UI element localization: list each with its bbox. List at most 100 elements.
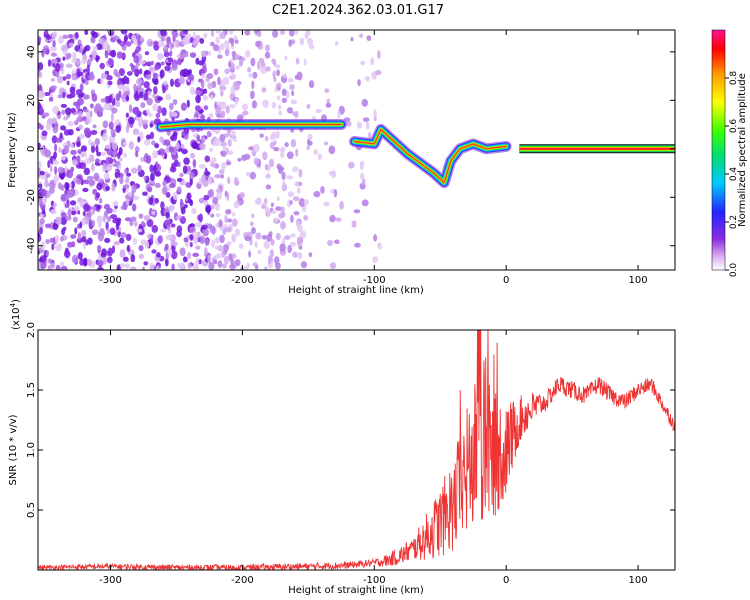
noise-speckle bbox=[124, 168, 128, 174]
noise-speckle bbox=[98, 197, 103, 204]
noise-speckle bbox=[123, 75, 128, 85]
noise-speckle bbox=[202, 94, 208, 101]
noise-speckle bbox=[282, 180, 286, 189]
noise-speckle bbox=[97, 232, 104, 242]
noise-speckle bbox=[82, 116, 87, 121]
noise-speckle bbox=[251, 227, 256, 235]
noise-speckle bbox=[213, 68, 219, 76]
noise-speckle bbox=[92, 45, 98, 51]
noise-speckle bbox=[234, 39, 239, 44]
noise-speckle bbox=[70, 149, 77, 156]
noise-speckle bbox=[48, 258, 53, 264]
noise-speckle bbox=[227, 138, 232, 147]
noise-speckle bbox=[281, 171, 286, 181]
noise-speckle bbox=[143, 92, 149, 101]
noise-speckle bbox=[111, 107, 118, 114]
noise-speckle bbox=[189, 52, 197, 58]
noise-speckle bbox=[361, 199, 369, 207]
noise-speckle bbox=[296, 238, 303, 247]
noise-speckle bbox=[356, 121, 363, 129]
noise-speckle bbox=[65, 73, 72, 80]
noise-speckle bbox=[133, 195, 140, 201]
noise-speckle bbox=[141, 266, 146, 270]
noise-speckle bbox=[284, 142, 289, 148]
noise-speckle bbox=[75, 101, 81, 110]
noise-speckle bbox=[275, 232, 281, 241]
noise-speckle bbox=[180, 261, 185, 270]
noise-speckle bbox=[176, 225, 183, 233]
noise-speckle bbox=[163, 51, 170, 58]
noise-speckle bbox=[70, 234, 77, 239]
noise-speckle bbox=[89, 154, 95, 163]
noise-speckle bbox=[299, 230, 307, 239]
noise-speckle bbox=[335, 217, 342, 222]
noise-speckle bbox=[111, 141, 118, 151]
noise-speckle bbox=[299, 37, 305, 46]
noise-speckle bbox=[76, 59, 81, 65]
noise-speckle bbox=[66, 169, 74, 179]
noise-speckle bbox=[196, 134, 201, 143]
noise-speckle bbox=[224, 255, 229, 265]
noise-speckle bbox=[102, 257, 107, 265]
noise-speckle bbox=[38, 101, 41, 111]
noise-speckle bbox=[315, 108, 323, 114]
colorbar-tick-label: 0.8 bbox=[729, 71, 739, 86]
snr-y-tick-label: 0.5 bbox=[26, 502, 37, 518]
noise-speckle bbox=[51, 31, 57, 39]
noise-speckle bbox=[303, 58, 307, 66]
colorbar-tick-label: 0.2 bbox=[729, 215, 739, 229]
noise-speckle bbox=[262, 99, 269, 108]
noise-speckle bbox=[76, 179, 82, 185]
noise-speckle bbox=[244, 235, 252, 242]
noise-speckle bbox=[42, 112, 50, 117]
noise-speckle bbox=[108, 58, 114, 66]
noise-speckle bbox=[195, 257, 199, 267]
noise-speckle bbox=[376, 50, 381, 59]
noise-speckle bbox=[69, 86, 76, 94]
noise-speckle bbox=[360, 60, 366, 66]
noise-speckle bbox=[308, 80, 315, 89]
noise-speckle bbox=[288, 39, 292, 47]
noise-speckle bbox=[143, 214, 151, 221]
noise-speckle bbox=[203, 247, 208, 256]
noise-speckle bbox=[221, 263, 227, 269]
noise-speckle bbox=[64, 182, 69, 190]
noise-speckle bbox=[219, 133, 226, 143]
noise-speckle bbox=[298, 168, 303, 178]
noise-speckle bbox=[113, 240, 121, 246]
noise-speckle bbox=[206, 223, 213, 230]
noise-speckle bbox=[133, 83, 137, 93]
spectrogram-x-tick-label: -100 bbox=[363, 275, 386, 286]
noise-speckle bbox=[38, 71, 43, 78]
noise-speckle bbox=[90, 129, 98, 136]
noise-speckle bbox=[230, 86, 236, 95]
snr-x-tick-label: -100 bbox=[363, 575, 386, 586]
noise-speckle bbox=[218, 219, 223, 228]
noise-speckle bbox=[254, 240, 258, 248]
noise-speckle bbox=[49, 237, 54, 243]
noise-speckle bbox=[38, 183, 43, 189]
noise-speckle bbox=[70, 107, 76, 113]
noise-speckle bbox=[133, 106, 140, 116]
spectrogram-x-tick-label: -300 bbox=[99, 275, 122, 286]
noise-speckle bbox=[78, 48, 83, 54]
noise-speckle bbox=[204, 239, 210, 246]
noise-speckle bbox=[135, 45, 142, 53]
noise-speckle bbox=[69, 200, 77, 206]
noise-speckle bbox=[265, 184, 272, 190]
noise-speckle bbox=[298, 198, 306, 207]
noise-speckle bbox=[279, 243, 286, 252]
noise-speckle bbox=[215, 30, 221, 34]
noise-speckle bbox=[97, 220, 102, 228]
noise-speckle bbox=[274, 85, 278, 93]
noise-speckle bbox=[272, 70, 276, 80]
noise-speckle bbox=[108, 121, 114, 130]
noise-speckle bbox=[294, 110, 299, 119]
noise-speckle bbox=[269, 249, 275, 258]
noise-speckle bbox=[135, 85, 142, 91]
noise-speckle bbox=[272, 30, 279, 38]
noise-speckle bbox=[264, 136, 269, 142]
noise-speckle bbox=[305, 30, 311, 37]
noise-speckle bbox=[64, 203, 70, 209]
